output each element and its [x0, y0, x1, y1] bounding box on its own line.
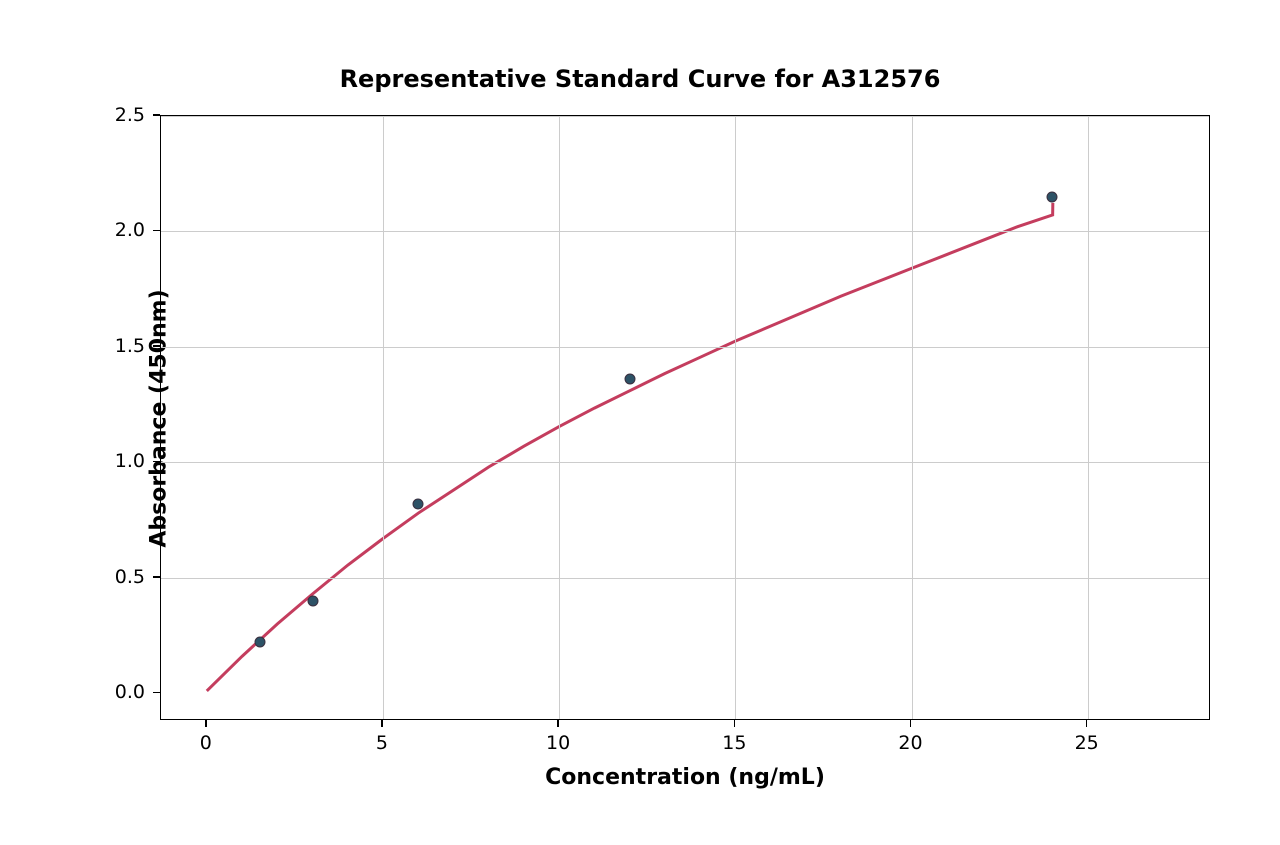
data-point-marker: [413, 498, 424, 509]
plot-area: [160, 115, 1210, 720]
grid-line-horizontal: [161, 116, 1209, 117]
y-tick-mark: [153, 692, 160, 694]
grid-line-horizontal: [161, 347, 1209, 348]
data-point-marker: [624, 374, 635, 385]
x-tick-label: 10: [546, 732, 570, 754]
y-tick-label: 1.5: [115, 335, 145, 357]
grid-line-horizontal: [161, 462, 1209, 463]
grid-line-horizontal: [161, 231, 1209, 232]
curve-svg: [161, 116, 1211, 721]
x-tick-label: 15: [722, 732, 746, 754]
y-tick-label: 2.5: [115, 104, 145, 126]
x-tick-label: 20: [898, 732, 922, 754]
x-tick-mark: [734, 720, 736, 727]
grid-line-horizontal: [161, 578, 1209, 579]
y-tick-label: 0.0: [115, 681, 145, 703]
data-point-marker: [307, 595, 318, 606]
grid-line-vertical: [1088, 116, 1089, 719]
chart-title: Representative Standard Curve for A31257…: [340, 65, 941, 93]
y-tick-label: 0.5: [115, 566, 145, 588]
y-tick-mark: [153, 461, 160, 463]
fitted-curve: [207, 203, 1053, 691]
y-tick-mark: [153, 114, 160, 116]
grid-line-vertical: [383, 116, 384, 719]
y-tick-mark: [153, 230, 160, 232]
x-axis-label: Concentration (ng/mL): [545, 765, 825, 790]
y-tick-label: 2.0: [115, 219, 145, 241]
x-tick-mark: [557, 720, 559, 727]
x-tick-label: 0: [200, 732, 212, 754]
y-tick-mark: [153, 345, 160, 347]
x-tick-mark: [910, 720, 912, 727]
x-tick-label: 25: [1075, 732, 1099, 754]
x-tick-mark: [381, 720, 383, 727]
x-tick-label: 5: [376, 732, 388, 754]
data-point-marker: [254, 637, 265, 648]
y-tick-label: 1.0: [115, 450, 145, 472]
data-point-marker: [1047, 191, 1058, 202]
grid-line-vertical: [735, 116, 736, 719]
x-tick-mark: [205, 720, 207, 727]
chart-container: Representative Standard Curve for A31257…: [0, 0, 1280, 845]
grid-line-vertical: [559, 116, 560, 719]
x-tick-mark: [1086, 720, 1088, 727]
grid-line-vertical: [912, 116, 913, 719]
y-tick-mark: [153, 576, 160, 578]
